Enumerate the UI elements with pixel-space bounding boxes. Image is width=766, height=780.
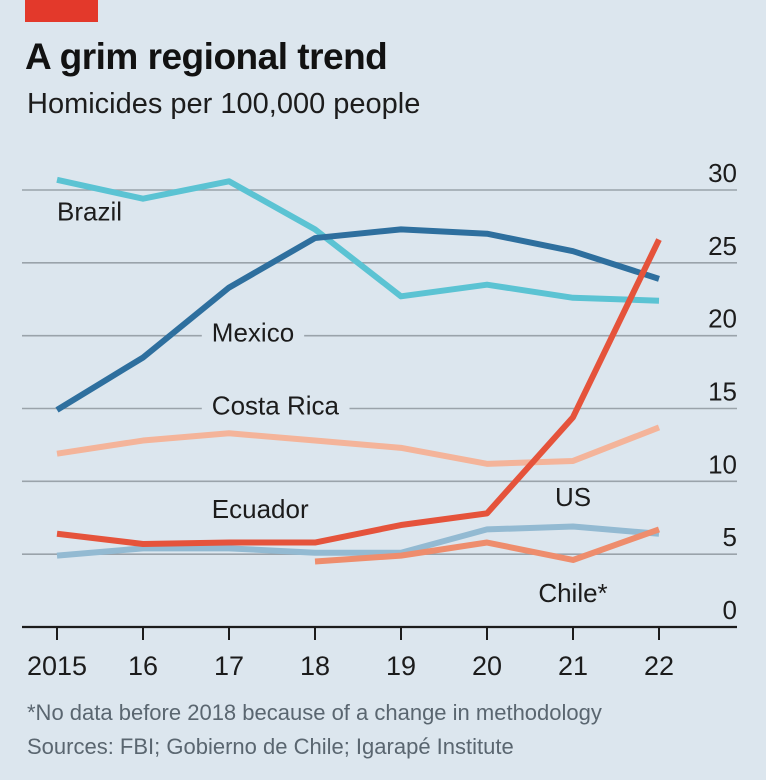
series-lines — [55, 176, 662, 565]
x-tick-label: 20 — [472, 651, 502, 681]
series-line-brazil — [56, 176, 660, 304]
series-line-ecuador — [56, 238, 662, 547]
x-tick-label: 19 — [386, 651, 416, 681]
footnote: *No data before 2018 because of a change… — [27, 700, 602, 725]
label-background — [201, 317, 305, 348]
label-background — [201, 390, 350, 421]
y-tick-label: 15 — [708, 377, 737, 407]
series-label-costa-rica: Costa Rica — [212, 390, 340, 420]
series-line-chile — [314, 526, 661, 565]
y-tick-label: 10 — [708, 449, 737, 479]
y-tick-label: 0 — [723, 595, 737, 625]
x-tick-label: 21 — [558, 651, 588, 681]
y-tick-label: 30 — [708, 158, 737, 188]
chart-title: A grim regional trend — [25, 36, 388, 77]
series-label-mexico: Mexico — [212, 317, 294, 347]
chart-subtitle: Homicides per 100,000 people — [27, 88, 421, 120]
gridlines — [22, 189, 737, 555]
source-note: Sources: FBI; Gobierno de Chile; Igarapé… — [27, 734, 514, 759]
x-tick-label: 16 — [128, 651, 158, 681]
series-line-us — [56, 523, 660, 559]
y-tick-label: 20 — [708, 304, 737, 334]
y-axis-ticks: 0 5 10 15 20 25 30 — [708, 158, 737, 625]
brand-red-tab — [25, 0, 98, 22]
x-axis: 2015 16 17 18 19 20 21 22 — [22, 625, 737, 681]
series-label-ecuador: Ecuador — [212, 494, 309, 524]
y-tick-label: 5 — [723, 522, 737, 552]
series-line-costa-rica — [56, 424, 661, 467]
series-label-chile: Chile* — [538, 578, 607, 608]
y-tick-label: 25 — [708, 231, 737, 261]
series-line-mexico — [55, 226, 660, 413]
series-label-us: US — [555, 482, 591, 512]
x-tick-label: 22 — [644, 651, 674, 681]
series-label-brazil: Brazil — [57, 197, 122, 227]
x-tick-label: 18 — [300, 651, 330, 681]
x-tick-label: 2015 — [27, 651, 87, 681]
x-tick-label: 17 — [214, 651, 244, 681]
line-chart: 0 5 10 15 20 25 30 2015 16 17 18 19 20 21 22 Brazil Me… — [22, 158, 737, 681]
series-labels: Brazil Mexico Costa Rica US Chile* Ecuador — [57, 197, 608, 609]
